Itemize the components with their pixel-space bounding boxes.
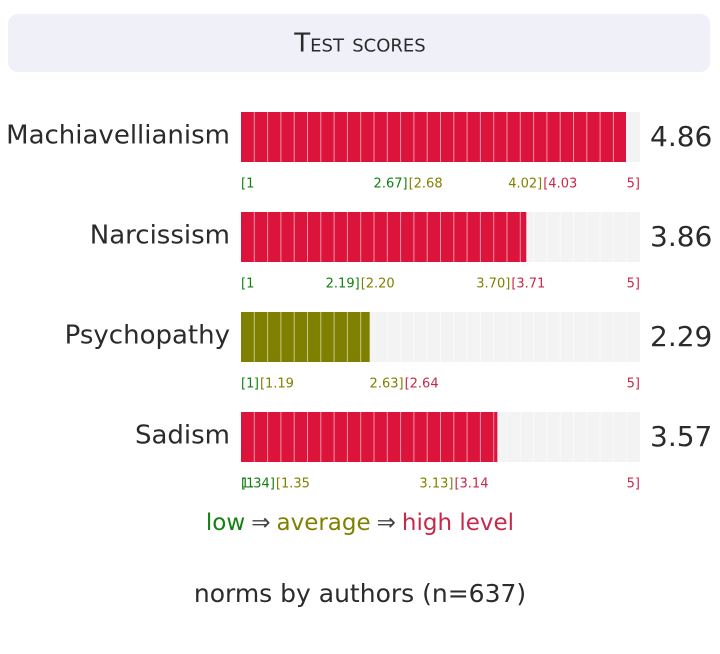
bar	[241, 112, 627, 162]
bar	[241, 312, 370, 362]
title-box	[8, 14, 710, 72]
norm-tick-label: [3.71	[511, 277, 545, 292]
legend: low ⇒ average ⇒ high level	[206, 510, 514, 536]
category-label: Machiavellianism	[6, 121, 230, 151]
bar	[241, 212, 527, 262]
norm-tick-label: 5]	[627, 477, 640, 492]
norm-tick-label: 2.67]	[374, 177, 408, 192]
norm-tick-label: [1.19	[260, 377, 294, 392]
norm-tick-label: [1	[241, 377, 254, 392]
footer-note: norms by authors (n=637)	[194, 579, 526, 608]
value-label: 2.29	[650, 320, 712, 353]
norm-tick-label: 2.19]	[326, 277, 360, 292]
norm-tick-label: 3.13]	[419, 477, 453, 492]
norm-tick-label: 4.02]	[508, 177, 542, 192]
norm-tick-label: [2.68	[409, 177, 443, 192]
norm-tick-label: 5]	[627, 177, 640, 192]
legend-item: high level	[402, 510, 514, 536]
norm-tick-label: [2.20	[361, 277, 395, 292]
legend-item: low	[206, 510, 245, 536]
norm-tick-label: [1	[241, 177, 254, 192]
chart-title: Test scores	[293, 29, 425, 59]
bar	[241, 412, 498, 462]
norm-tick-label: 5]	[627, 377, 640, 392]
legend-separator: ⇒	[251, 510, 270, 536]
norm-tick-label: [1	[241, 277, 254, 292]
category-label: Sadism	[135, 421, 230, 451]
legend-separator: ⇒	[377, 510, 396, 536]
norm-tick-label: 1.34]	[241, 477, 275, 492]
legend-item: average	[276, 510, 370, 536]
norm-tick-label: [3.14	[454, 477, 488, 492]
category-label: Narcissism	[90, 221, 230, 251]
value-label: 3.57	[650, 420, 712, 453]
norm-tick-label: [2.64	[405, 377, 439, 392]
value-label: 4.86	[650, 120, 712, 153]
norm-tick-label: 2.63]	[370, 377, 404, 392]
norm-tick-label: ]	[254, 377, 259, 392]
value-label: 3.86	[650, 220, 712, 253]
norm-tick-label: [1.35	[276, 477, 310, 492]
category-label: Psychopathy	[65, 321, 230, 351]
norm-tick-label: [4.03	[543, 177, 577, 192]
norm-tick-label: [1	[241, 477, 254, 492]
norm-tick-label: 3.70]	[476, 277, 510, 292]
norm-tick-label: 5]	[627, 277, 640, 292]
